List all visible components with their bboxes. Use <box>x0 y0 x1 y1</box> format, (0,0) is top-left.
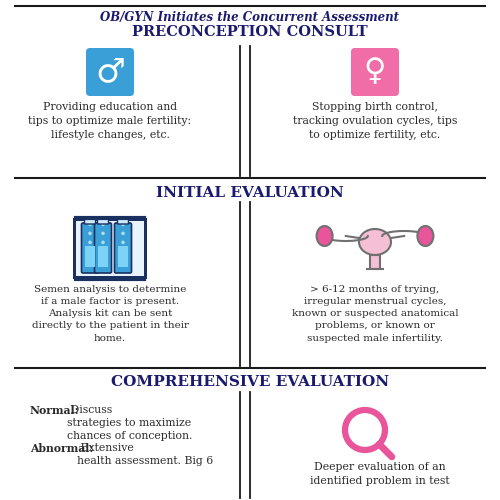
Text: Stopping birth control,
tracking ovulation cycles, tips
to optimize fertility, e: Stopping birth control, tracking ovulati… <box>293 102 457 140</box>
Text: > 6-12 months of trying,
irregular menstrual cycles,
known or suspected anatomic: > 6-12 months of trying, irregular menst… <box>292 285 458 343</box>
Text: Abnormal:: Abnormal: <box>30 443 94 454</box>
FancyBboxPatch shape <box>98 218 108 224</box>
Text: OB/GYN Initiates the Concurrent Assessment: OB/GYN Initiates the Concurrent Assessme… <box>100 12 400 24</box>
Text: Semen analysis to determine
if a male factor is present.
Analysis kit can be sen: Semen analysis to determine if a male fa… <box>32 285 188 343</box>
Text: COMPREHENSIVE EVALUATION: COMPREHENSIVE EVALUATION <box>111 375 389 389</box>
FancyBboxPatch shape <box>114 223 132 273</box>
FancyBboxPatch shape <box>86 48 134 96</box>
Text: Normal:: Normal: <box>30 405 80 416</box>
FancyBboxPatch shape <box>351 48 399 96</box>
Bar <box>85 246 95 267</box>
FancyBboxPatch shape <box>76 220 144 276</box>
FancyBboxPatch shape <box>82 223 98 273</box>
FancyBboxPatch shape <box>94 223 112 273</box>
FancyBboxPatch shape <box>84 218 96 224</box>
Bar <box>370 255 380 269</box>
Bar <box>118 246 128 267</box>
Text: PRECONCEPTION CONSULT: PRECONCEPTION CONSULT <box>132 25 368 39</box>
Circle shape <box>88 222 92 226</box>
FancyBboxPatch shape <box>118 218 128 224</box>
Circle shape <box>121 222 125 226</box>
Circle shape <box>101 240 105 244</box>
Text: Deeper evaluation of an
identified problem in test: Deeper evaluation of an identified probl… <box>310 462 450 485</box>
Circle shape <box>101 232 105 235</box>
Bar <box>98 246 108 267</box>
Ellipse shape <box>316 226 332 246</box>
Text: Discuss
strategies to maximize
chances of conception.: Discuss strategies to maximize chances o… <box>67 405 192 442</box>
FancyBboxPatch shape <box>73 218 147 278</box>
Circle shape <box>88 240 92 244</box>
Circle shape <box>101 222 105 226</box>
Text: ♂: ♂ <box>95 56 125 88</box>
Ellipse shape <box>418 226 434 246</box>
Text: INITIAL EVALUATION: INITIAL EVALUATION <box>156 186 344 200</box>
Circle shape <box>121 232 125 235</box>
Text: Providing education and
tips to optimize male fertility:
lifestyle changes, etc.: Providing education and tips to optimize… <box>28 102 192 140</box>
Text: Extensive
health assessment. Big 6: Extensive health assessment. Big 6 <box>77 443 213 466</box>
Text: ♀: ♀ <box>364 58 386 86</box>
Ellipse shape <box>359 229 391 255</box>
Circle shape <box>121 240 125 244</box>
Circle shape <box>88 232 92 235</box>
